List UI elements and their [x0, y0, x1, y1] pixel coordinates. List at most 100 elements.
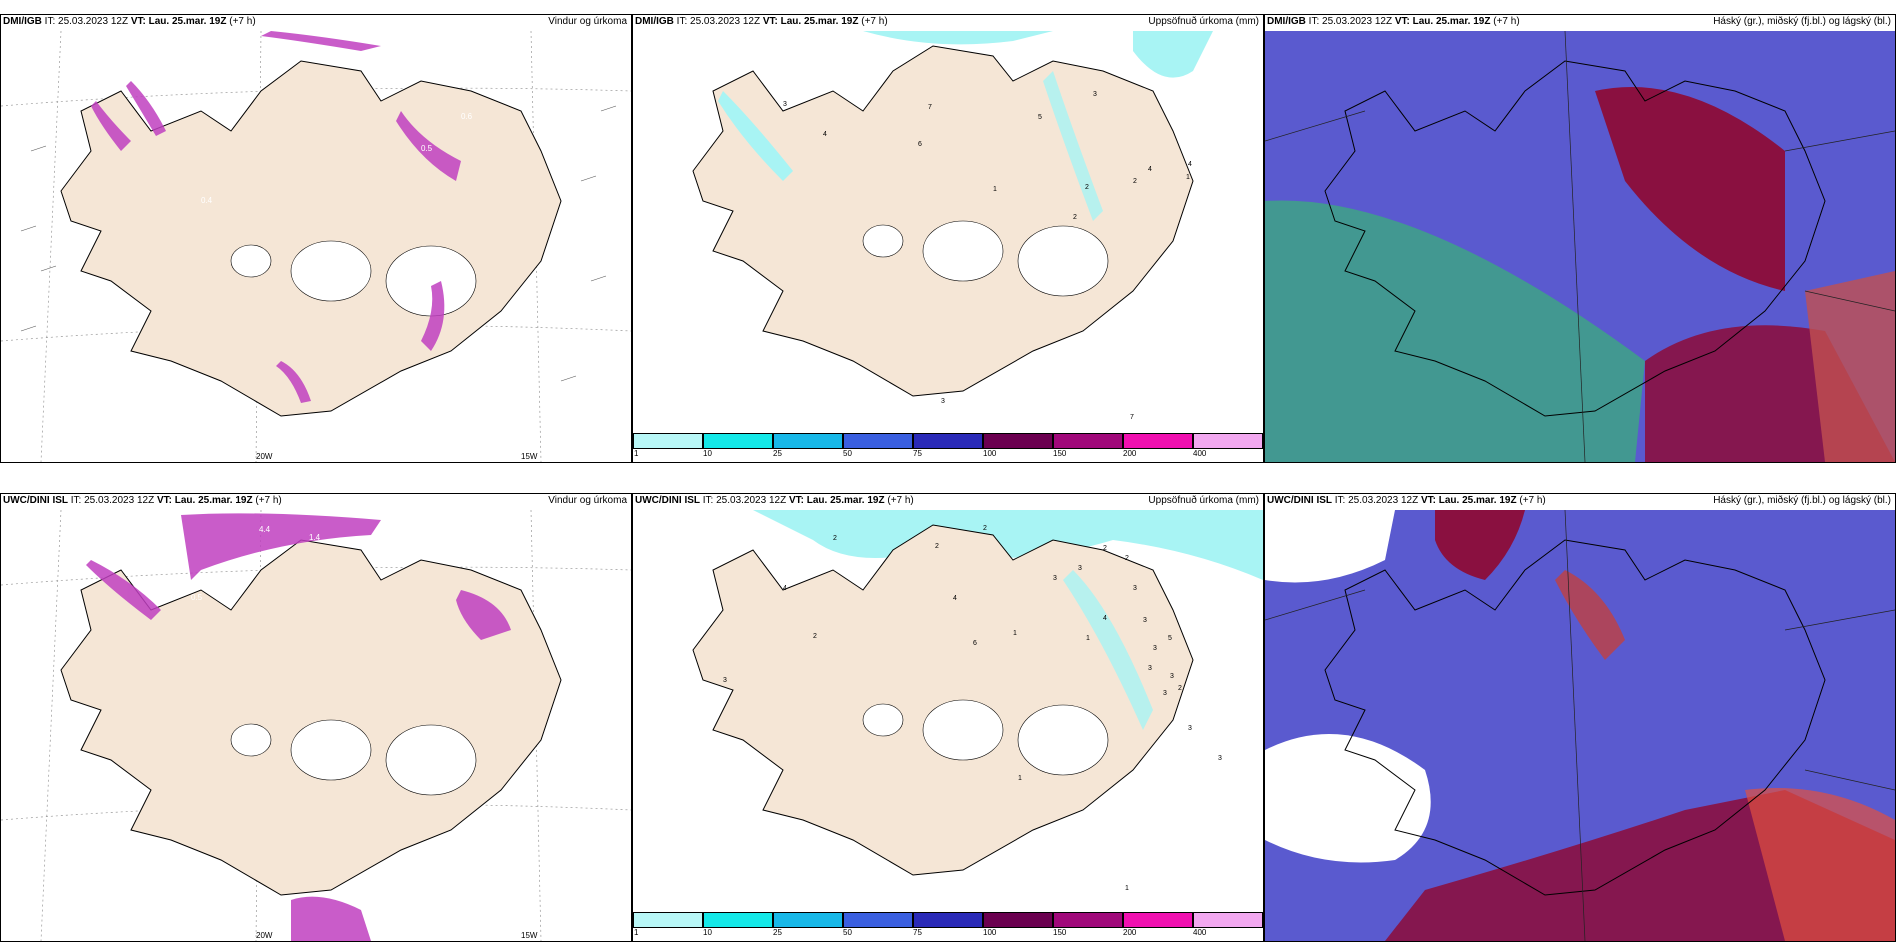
valid-time: Lau. 25.mar. 19Z: [806, 495, 885, 506]
colorbar-swatch: [1053, 912, 1123, 928]
colorbar-tick: 400: [1193, 928, 1207, 937]
wind-label: 0.6: [461, 112, 473, 121]
colorbar: 1 10 25 50 75 100 150 200 400: [633, 433, 1263, 458]
precip-label: 7: [1130, 414, 1134, 421]
colorbar-swatch: [983, 912, 1053, 928]
precip-label: 3: [783, 101, 787, 108]
vt-label: VT:: [156, 495, 172, 506]
panel-header: UWC/DINI ISL IT: 25.03.2023 12Z VT: Lau.…: [1265, 494, 1895, 508]
lon-label-20w: 20W: [256, 931, 273, 940]
precip-label: 3: [941, 398, 945, 405]
lon-label-15w: 15W: [521, 452, 538, 461]
forecast-step: (+7 h): [887, 495, 914, 506]
model-name: DMI/IGB: [1267, 16, 1306, 27]
wind-label: 1.4: [309, 533, 321, 542]
colorbar-tick: 25: [773, 928, 782, 937]
colorbar-swatch: [843, 912, 913, 928]
precip-label: 3: [1153, 645, 1157, 652]
panel-header: DMI/IGB IT: 25.03.2023 12Z VT: Lau. 25.m…: [633, 15, 1263, 29]
colorbar-tick: 75: [913, 928, 922, 937]
precip-label: 4: [783, 585, 787, 592]
precip-label: 3: [1148, 665, 1152, 672]
valid-time: Lau. 25.mar. 19Z: [174, 495, 253, 506]
vt-label: VT:: [1394, 16, 1410, 27]
colorbar-tick: 100: [983, 449, 997, 458]
colorbar-swatch: [1193, 912, 1263, 928]
map-panel-dmi-accum: DMI/IGB IT: 25.03.2023 12Z VT: Lau. 25.m…: [632, 14, 1264, 463]
precip-label: 2: [983, 525, 987, 532]
vt-label: VT:: [788, 495, 804, 506]
precip-label: 1: [1018, 775, 1022, 782]
precip-label: 2: [1103, 545, 1107, 552]
vt-label: VT:: [762, 16, 778, 27]
init-time: IT: 25.03.2023 12Z: [1308, 16, 1393, 27]
colorbar-swatch: [633, 433, 703, 449]
colorbar-swatch: [1193, 433, 1263, 449]
wind-precip-map: 20W 15W 1.4 4.4 0.5: [1, 510, 631, 941]
cloud-cover-map: [1265, 510, 1895, 941]
panel-header: UWC/DINI ISL IT: 25.03.2023 12Z VT: Lau.…: [1, 494, 631, 508]
precip-label: 2: [1133, 178, 1137, 185]
wind-label: 0.5: [421, 144, 433, 153]
colorbar-swatch: [1123, 912, 1193, 928]
precip-label: 1: [1186, 174, 1190, 181]
model-name: DMI/IGB: [3, 16, 42, 27]
panel-title: Vindur og úrkoma: [548, 16, 627, 27]
lon-label-15w: 15W: [521, 931, 538, 940]
map-panel-uwc-accum: UWC/DINI ISL IT: 25.03.2023 12Z VT: Lau.…: [632, 493, 1264, 942]
colorbar-swatch: [703, 433, 773, 449]
model-name: UWC/DINI ISL: [3, 495, 68, 506]
precip-label: 2: [833, 535, 837, 542]
colorbar-swatch: [1053, 433, 1123, 449]
precip-label: 6: [973, 640, 977, 647]
vt-label: VT:: [1420, 495, 1436, 506]
colorbar-swatch: [773, 433, 843, 449]
forecast-step: (+7 h): [255, 495, 282, 506]
panel-title: Vindur og úrkoma: [548, 495, 627, 506]
map-panel-dmi-clouds: DMI/IGB IT: 25.03.2023 12Z VT: Lau. 25.m…: [1264, 14, 1896, 463]
precip-label: 4: [823, 131, 827, 138]
model-name: UWC/DINI ISL: [635, 495, 700, 506]
precip-label: 1: [1125, 885, 1129, 892]
valid-time: Lau. 25.mar. 19Z: [1438, 495, 1517, 506]
model-name: DMI/IGB: [635, 16, 674, 27]
colorbar-swatch: [703, 912, 773, 928]
precip-label: 2: [1073, 214, 1077, 221]
colorbar-tick: 200: [1123, 928, 1137, 937]
colorbar-tick: 1: [634, 449, 639, 458]
precip-label: 5: [1038, 114, 1042, 121]
colorbar-tick: 400: [1193, 449, 1207, 458]
model-name: UWC/DINI ISL: [1267, 495, 1332, 506]
precip-label: 4: [1103, 615, 1107, 622]
precip-label: 4: [953, 595, 957, 602]
colorbar-tick: 25: [773, 449, 782, 458]
lon-label-20w: 20W: [256, 452, 273, 461]
precip-label: 5: [1168, 635, 1172, 642]
colorbar-tick: 10: [703, 449, 712, 458]
wind-label: 0.4: [201, 196, 213, 205]
colorbar-swatch: [633, 912, 703, 928]
panel-title: Uppsöfnuð úrkoma (mm): [1148, 16, 1259, 27]
precip-label: 2: [813, 633, 817, 640]
precip-label: 4: [1148, 166, 1152, 173]
panel-header: DMI/IGB IT: 25.03.2023 12Z VT: Lau. 25.m…: [1265, 15, 1895, 29]
wind-label: 0.5: [191, 593, 203, 602]
colorbar-tick: 75: [913, 449, 922, 458]
precip-label: 6: [918, 141, 922, 148]
panel-title: Háský (gr.), miðský (fj.bl.) og lágský (…: [1713, 16, 1891, 27]
colorbar: 1 10 25 50 75 100 150 200 400: [633, 912, 1263, 937]
forecast-step: (+7 h): [1519, 495, 1546, 506]
colorbar-tick: 50: [843, 928, 852, 937]
precip-label: 1: [1013, 630, 1017, 637]
panel-title: Uppsöfnuð úrkoma (mm): [1148, 495, 1259, 506]
colorbar-tick: 1: [634, 928, 639, 937]
colorbar-tick: 150: [1053, 928, 1067, 937]
forecast-step: (+7 h): [861, 16, 888, 27]
panel-title: Háský (gr.), miðský (fj.bl.) og lágský (…: [1713, 495, 1891, 506]
forecast-step: (+7 h): [229, 16, 256, 27]
precip-label: 3: [1163, 690, 1167, 697]
accum-precip-map: 2 2 2 4 3 4 3 2 4 2 3 3 3 3 5 1 3 2 3 6 …: [633, 510, 1263, 915]
precip-label: 3: [1093, 91, 1097, 98]
precip-label: 3: [1188, 725, 1192, 732]
colorbar-swatch: [913, 433, 983, 449]
